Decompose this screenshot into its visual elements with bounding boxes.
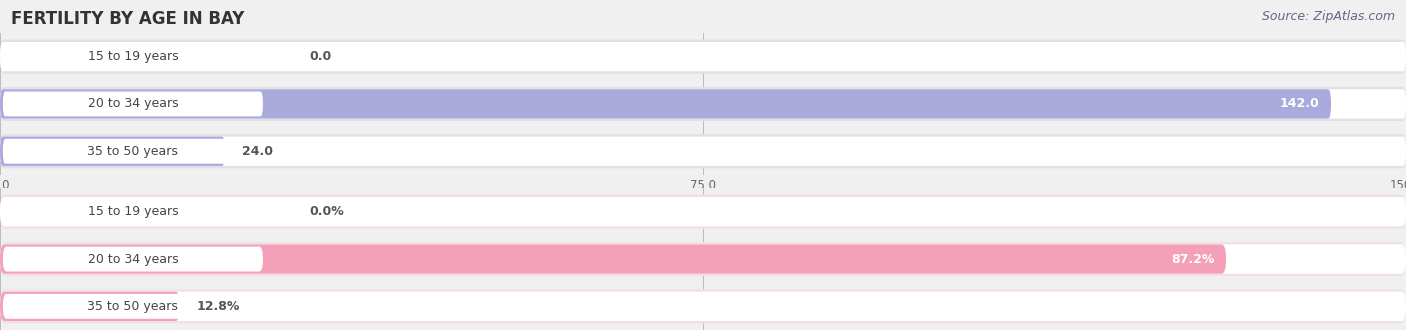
Text: 35 to 50 years: 35 to 50 years [87, 300, 179, 313]
Text: FERTILITY BY AGE IN BAY: FERTILITY BY AGE IN BAY [11, 10, 245, 28]
FancyBboxPatch shape [0, 195, 1406, 229]
FancyBboxPatch shape [0, 242, 1406, 276]
FancyBboxPatch shape [0, 89, 1331, 118]
Text: 15 to 19 years: 15 to 19 years [87, 205, 179, 218]
Text: 20 to 34 years: 20 to 34 years [87, 252, 179, 266]
Text: 15 to 19 years: 15 to 19 years [87, 50, 179, 63]
FancyBboxPatch shape [0, 87, 1406, 121]
Text: 35 to 50 years: 35 to 50 years [87, 145, 179, 158]
Text: 87.2%: 87.2% [1171, 252, 1215, 266]
Text: 12.8%: 12.8% [197, 300, 240, 313]
FancyBboxPatch shape [3, 199, 263, 224]
Text: 0.0: 0.0 [309, 50, 332, 63]
FancyBboxPatch shape [0, 137, 1406, 166]
FancyBboxPatch shape [0, 137, 225, 166]
FancyBboxPatch shape [3, 247, 263, 272]
FancyBboxPatch shape [0, 245, 1226, 274]
FancyBboxPatch shape [0, 40, 1406, 74]
FancyBboxPatch shape [0, 289, 1406, 323]
Text: 142.0: 142.0 [1279, 97, 1320, 111]
FancyBboxPatch shape [0, 42, 1406, 71]
FancyBboxPatch shape [0, 292, 180, 321]
Text: 24.0: 24.0 [242, 145, 273, 158]
FancyBboxPatch shape [0, 197, 1406, 226]
Text: Source: ZipAtlas.com: Source: ZipAtlas.com [1261, 10, 1395, 23]
FancyBboxPatch shape [0, 245, 1406, 274]
FancyBboxPatch shape [3, 294, 263, 319]
FancyBboxPatch shape [0, 89, 1406, 118]
FancyBboxPatch shape [0, 292, 1406, 321]
FancyBboxPatch shape [3, 91, 263, 116]
FancyBboxPatch shape [3, 139, 263, 164]
Text: 0.0%: 0.0% [309, 205, 344, 218]
FancyBboxPatch shape [0, 134, 1406, 168]
FancyBboxPatch shape [3, 44, 263, 69]
Text: 20 to 34 years: 20 to 34 years [87, 97, 179, 111]
